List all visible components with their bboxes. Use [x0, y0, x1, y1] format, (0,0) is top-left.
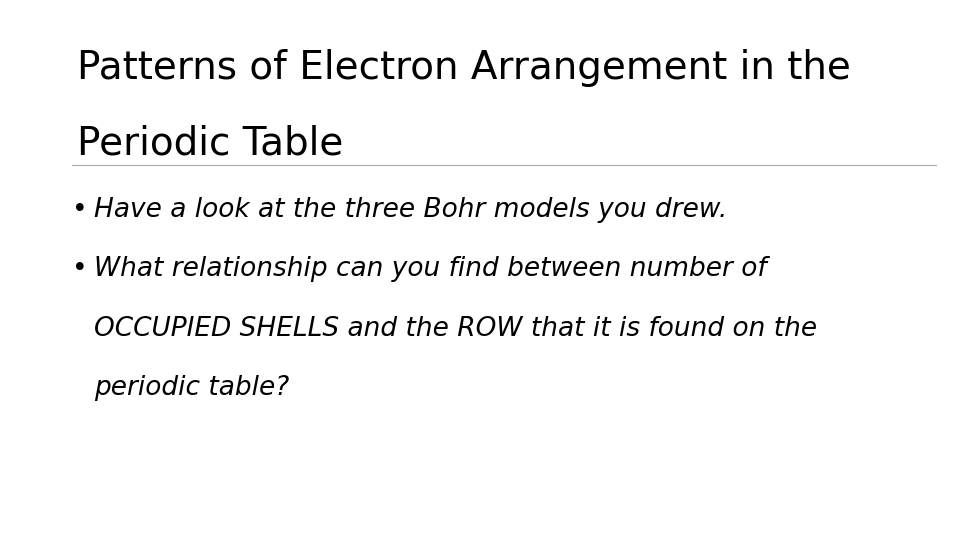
Text: Patterns of Electron Arrangement in the: Patterns of Electron Arrangement in the: [77, 49, 851, 86]
Text: What relationship can you find between number of: What relationship can you find between n…: [94, 256, 767, 282]
Text: Have a look at the three Bohr models you drew.: Have a look at the three Bohr models you…: [94, 197, 728, 223]
Text: Periodic Table: Periodic Table: [77, 124, 343, 162]
Text: •: •: [72, 256, 87, 282]
Text: periodic table?: periodic table?: [94, 375, 289, 401]
Text: •: •: [72, 197, 87, 223]
Text: OCCUPIED SHELLS and the ROW that it is found on the: OCCUPIED SHELLS and the ROW that it is f…: [94, 316, 817, 342]
